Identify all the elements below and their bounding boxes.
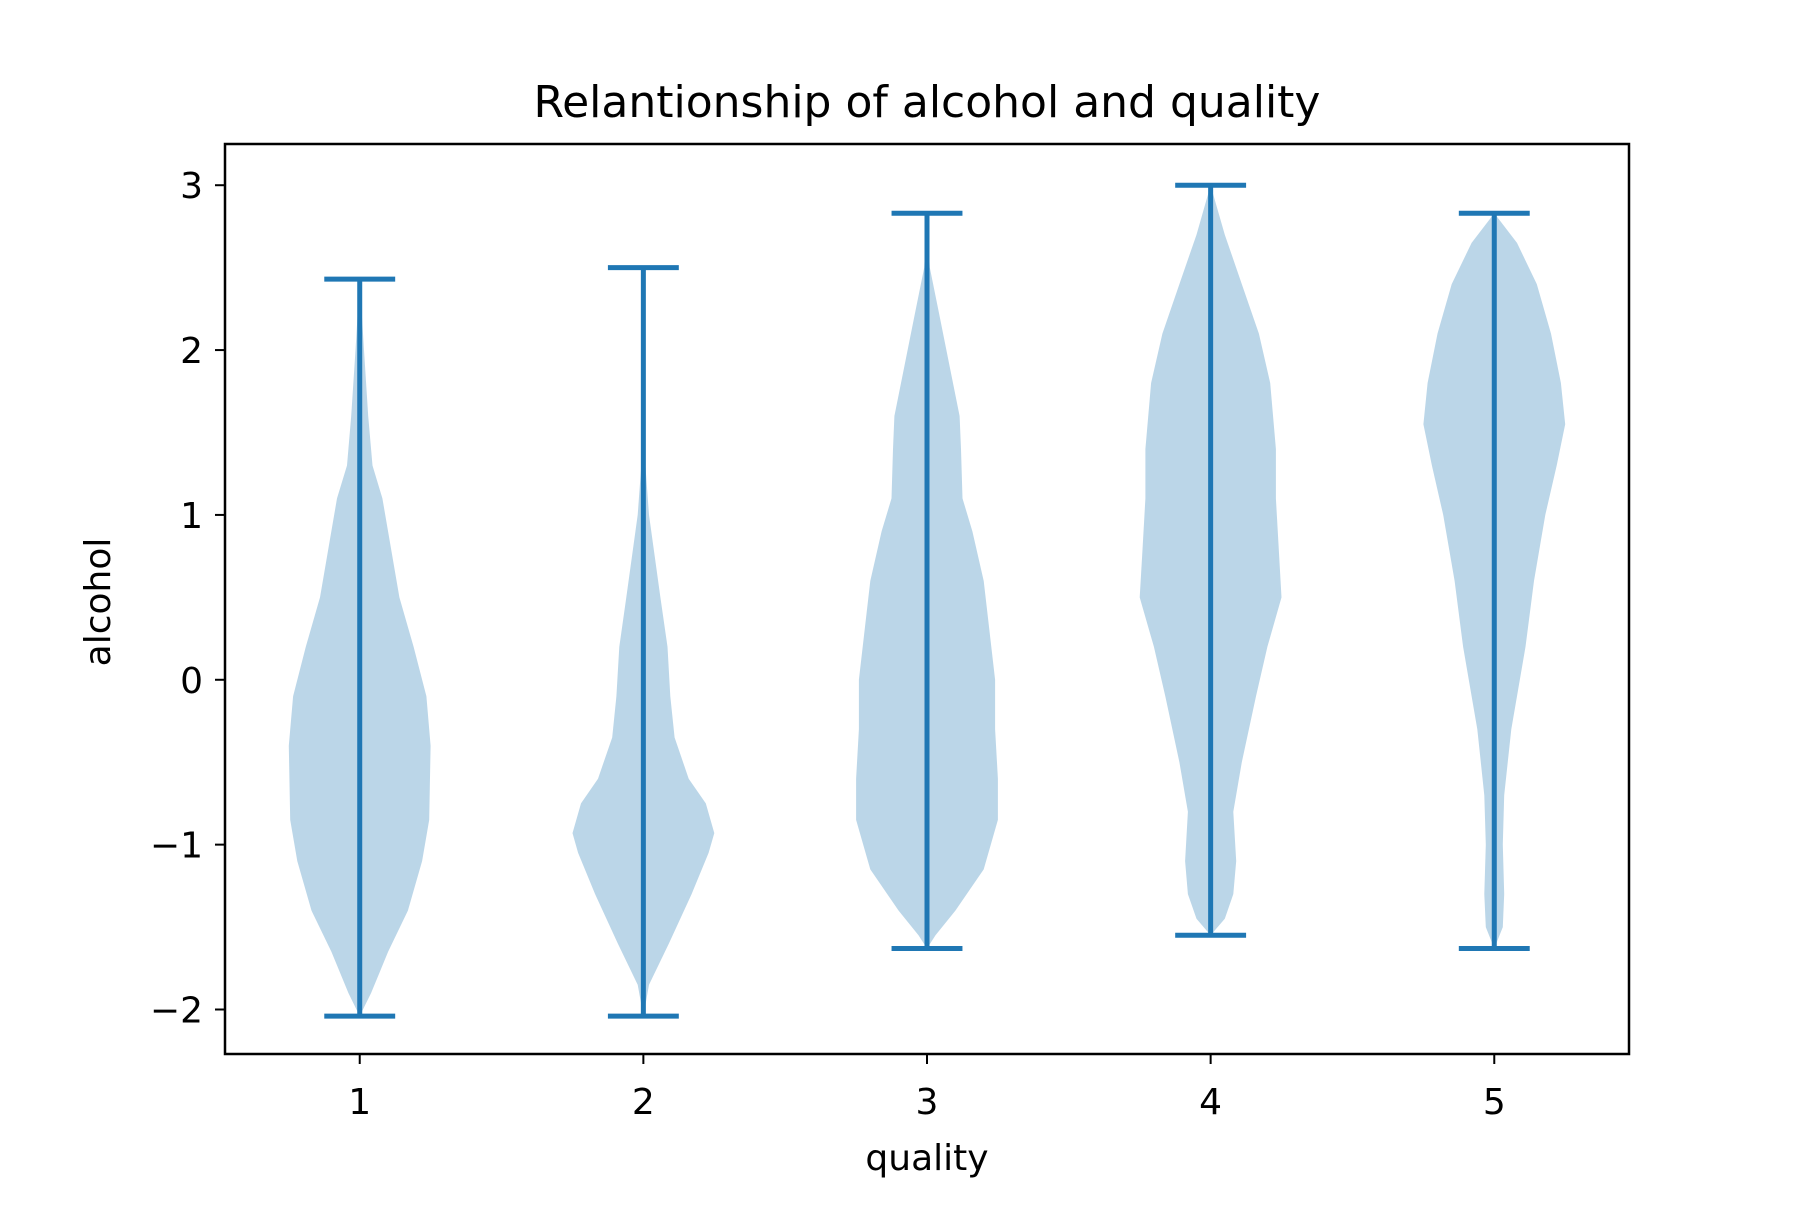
x-tick-label-2: 2	[632, 1082, 655, 1123]
y-axis-label: alcohol	[78, 538, 119, 667]
y-tick-label-2: 0	[180, 661, 203, 702]
x-tick-label-3: 3	[916, 1082, 939, 1123]
y-tick-label-4: 2	[180, 331, 203, 372]
y-tick-label-5: 3	[180, 166, 203, 207]
y-tick-label-0: −2	[150, 990, 203, 1031]
y-tick-label-1: −1	[150, 826, 203, 867]
violin-layer	[288, 182, 1566, 1019]
y-tick-label-3: 1	[180, 496, 203, 537]
y-axis-ticks: −2 −1 0 1 2 3	[150, 166, 225, 1031]
x-tick-label-5: 5	[1483, 1082, 1506, 1123]
x-tick-label-1: 1	[348, 1082, 371, 1123]
chart-title: Relantionship of alcohol and quality	[534, 77, 1321, 128]
x-tick-label-4: 4	[1199, 1082, 1222, 1123]
x-axis-label: quality	[865, 1138, 988, 1179]
x-axis-ticks: 1 2 3 4 5	[348, 1054, 1506, 1123]
